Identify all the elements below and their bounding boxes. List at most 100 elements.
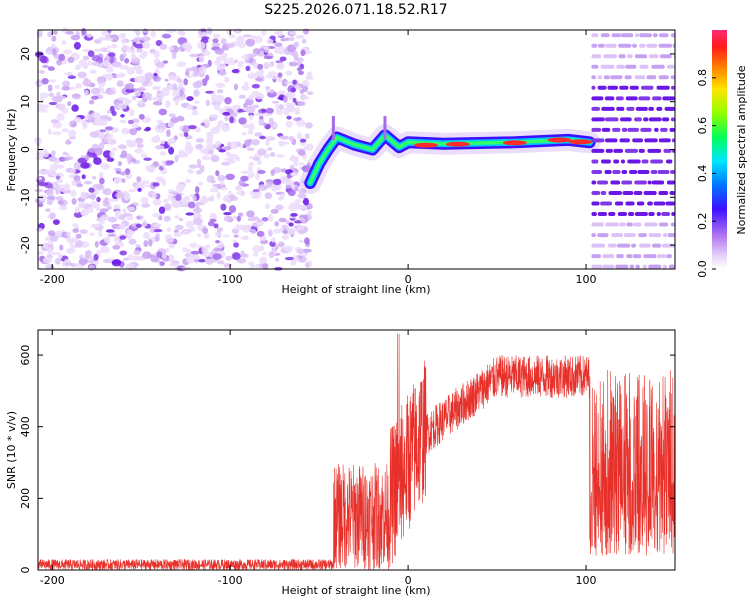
noise-blob bbox=[283, 245, 293, 253]
noise-blob bbox=[300, 217, 306, 223]
noise-blob bbox=[232, 252, 241, 260]
comb-segment bbox=[621, 33, 634, 38]
noise-blob bbox=[272, 100, 280, 104]
snr-x-tick-label: -200 bbox=[40, 574, 65, 587]
noise-blob bbox=[155, 233, 160, 239]
noise-blob bbox=[257, 63, 264, 70]
spectrogram-y-tick-label: 20 bbox=[19, 47, 32, 61]
noise-blob bbox=[120, 114, 125, 118]
noise-blob bbox=[196, 80, 204, 86]
noise-blob bbox=[254, 92, 265, 100]
snr-y-label: SNR (10 * v/v) bbox=[5, 411, 18, 489]
noise-blob bbox=[166, 129, 171, 137]
colorbar-tick-label: 0.8 bbox=[696, 69, 709, 87]
noise-blob bbox=[298, 162, 305, 166]
noise-blob bbox=[240, 250, 245, 256]
comb-segment bbox=[591, 264, 603, 269]
noise-blob bbox=[38, 82, 44, 87]
noise-blob bbox=[88, 187, 95, 193]
spectrogram-y-tick-label: 0 bbox=[19, 146, 32, 153]
noise-blob bbox=[205, 90, 215, 94]
noise-blob bbox=[91, 61, 101, 66]
comb-segment bbox=[601, 106, 615, 111]
snr-x-ticks: -200 -100 0 100 bbox=[40, 330, 597, 587]
noise-blob bbox=[252, 245, 262, 253]
comb-segment bbox=[650, 170, 658, 174]
noise-blob bbox=[261, 217, 269, 222]
noise-blob bbox=[57, 103, 66, 111]
comb-segment bbox=[647, 201, 653, 206]
noise-blob bbox=[189, 53, 200, 58]
noise-blob bbox=[236, 215, 241, 222]
noise-blob bbox=[302, 79, 310, 88]
noise-blob bbox=[47, 31, 53, 38]
noise-blob bbox=[131, 255, 141, 261]
noise-blob bbox=[52, 30, 58, 35]
noise-blob bbox=[151, 97, 161, 101]
comb-segment bbox=[648, 54, 659, 59]
comb-segment bbox=[648, 106, 654, 111]
comb-segment bbox=[591, 191, 601, 195]
noise-blob bbox=[94, 240, 99, 248]
comb-segment bbox=[600, 33, 610, 38]
noise-blob bbox=[126, 83, 134, 90]
noise-blob bbox=[137, 187, 142, 192]
noise-blob bbox=[107, 116, 112, 122]
noise-blob bbox=[189, 242, 198, 248]
noise-blob bbox=[229, 116, 234, 124]
noise-blob bbox=[55, 178, 64, 184]
noise-blob bbox=[234, 59, 239, 63]
noise-blob bbox=[301, 248, 312, 253]
noise-blob bbox=[105, 126, 114, 131]
noise-blob bbox=[185, 212, 194, 216]
noise-blob bbox=[188, 164, 198, 169]
noise-blob bbox=[261, 29, 267, 36]
noise-blob bbox=[128, 108, 135, 117]
comb-segment bbox=[629, 170, 638, 174]
noise-blob bbox=[52, 183, 57, 189]
snr-x-tick-label: 100 bbox=[576, 574, 597, 587]
noise-blob bbox=[267, 147, 273, 151]
noise-blob bbox=[210, 180, 216, 184]
noise-blob bbox=[90, 112, 101, 119]
noise-blob bbox=[80, 210, 87, 216]
noise-blob bbox=[109, 56, 115, 64]
noise-blob bbox=[77, 71, 87, 79]
comb-segment bbox=[591, 170, 603, 174]
noise-blob bbox=[235, 191, 245, 195]
noise-blob bbox=[106, 66, 114, 73]
noise-blob bbox=[218, 63, 227, 69]
noise-blob bbox=[76, 183, 83, 188]
noise-blob bbox=[119, 171, 127, 176]
carrier-peak bbox=[413, 142, 438, 148]
noise-blob bbox=[234, 104, 241, 108]
noise-blob bbox=[248, 94, 254, 101]
comb-segment bbox=[661, 212, 670, 216]
noise-blob bbox=[100, 163, 110, 170]
comb-segment bbox=[632, 138, 643, 143]
comb-segment bbox=[669, 127, 675, 132]
noise-blob bbox=[124, 58, 130, 64]
noise-blob bbox=[82, 79, 92, 87]
comb-segment bbox=[662, 264, 667, 269]
noise-blob bbox=[265, 86, 271, 90]
comb-segment bbox=[619, 222, 626, 227]
comb-segment bbox=[652, 96, 662, 101]
comb-segment bbox=[591, 148, 605, 153]
noise-blob bbox=[55, 196, 64, 201]
noise-blob bbox=[158, 128, 165, 134]
comb-segment bbox=[616, 106, 625, 111]
comb-segment bbox=[622, 191, 634, 195]
noise-blob bbox=[103, 60, 110, 68]
noise-blob bbox=[84, 89, 89, 97]
noise-blob bbox=[98, 118, 109, 126]
noise-blob bbox=[287, 189, 296, 197]
comb-segment bbox=[605, 222, 619, 227]
noise-blob bbox=[267, 229, 273, 237]
noise-blob bbox=[215, 124, 221, 130]
comb-segment bbox=[670, 117, 675, 122]
noise-blob bbox=[165, 248, 170, 252]
noise-blob bbox=[250, 139, 260, 146]
noise-blob bbox=[72, 228, 79, 234]
